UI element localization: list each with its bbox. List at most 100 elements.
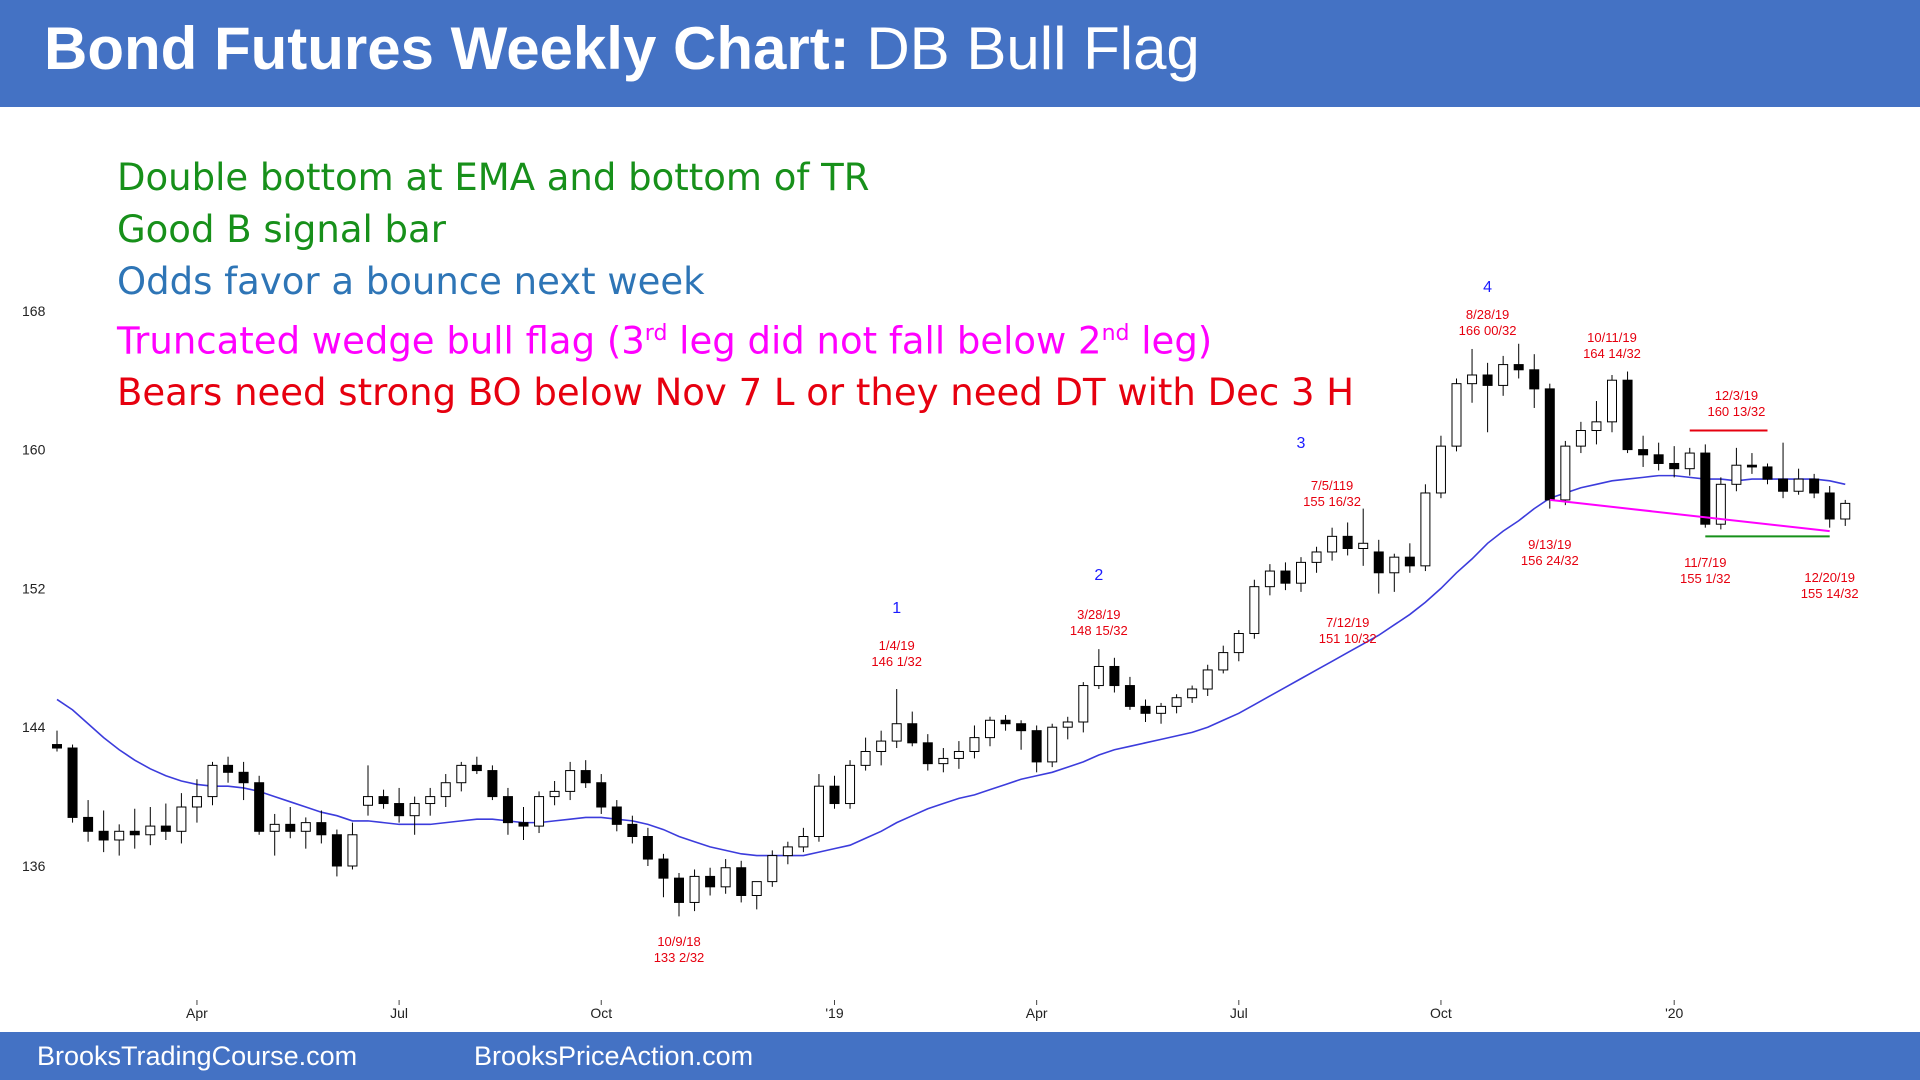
candle-body	[1233, 633, 1244, 654]
candle-body	[1575, 430, 1586, 447]
x-tick-label: '20	[1665, 1005, 1683, 1021]
candle	[378, 789, 389, 809]
candle-body	[565, 770, 576, 792]
title-bold: Bond Futures Weekly Chart:	[44, 15, 850, 82]
candle-body	[534, 796, 545, 827]
candle	[1669, 446, 1680, 478]
candle	[1373, 539, 1384, 594]
candle-body	[1171, 697, 1182, 707]
price-annotation-label: 10/11/19	[1587, 330, 1637, 345]
candle	[1731, 447, 1742, 492]
candle-body	[596, 782, 607, 808]
price-annotation-label: 9/13/19	[1528, 537, 1571, 552]
y-tick-label: 144	[22, 719, 46, 735]
candle-body	[1047, 726, 1058, 763]
candle	[549, 780, 560, 806]
candle-body	[1124, 685, 1135, 707]
candle	[953, 741, 964, 769]
candle-body	[1093, 665, 1104, 687]
candle	[207, 761, 218, 806]
candle-body	[83, 816, 94, 832]
candle	[1420, 484, 1431, 572]
candle	[160, 803, 171, 840]
candle-body	[316, 822, 327, 836]
y-tick-label: 168	[22, 303, 46, 319]
candle-body	[953, 750, 964, 759]
candle	[1249, 579, 1260, 639]
candle-body	[1793, 478, 1804, 492]
candle	[1824, 486, 1835, 528]
candle-body	[394, 803, 405, 817]
candle-body	[549, 790, 560, 798]
footer-left-link[interactable]: BrooksTradingCourse.com	[37, 1041, 358, 1071]
candle	[1715, 477, 1726, 530]
candle-body	[1031, 730, 1042, 763]
candle-body	[52, 744, 62, 749]
note-4: Truncated wedge bull flag (3rd leg did n…	[117, 308, 1354, 367]
candle	[440, 774, 451, 808]
candle	[674, 872, 684, 917]
candle	[1233, 630, 1244, 662]
candle	[129, 808, 140, 849]
candle	[1793, 468, 1804, 495]
candle-body	[907, 723, 918, 744]
candle	[565, 761, 576, 801]
candle	[176, 793, 187, 844]
candle	[316, 810, 327, 844]
candle	[1560, 440, 1571, 506]
candle	[1218, 645, 1229, 674]
candle	[580, 760, 591, 788]
candle-body	[1016, 723, 1027, 732]
candle-body	[1544, 388, 1555, 501]
candle-body	[471, 764, 482, 772]
footer-bar: BrooksTradingCourse.com BrooksPriceActio…	[0, 1032, 1920, 1080]
candle-body	[1715, 483, 1726, 525]
candle-body	[1513, 364, 1524, 371]
price-chart: 136 144 152 160 168 Apr Jul Oct '19 Apr Jul Oct '20 1…	[22, 279, 1859, 1021]
x-tick-label: Oct	[1430, 1005, 1452, 1021]
candle	[1575, 421, 1586, 454]
candle	[922, 734, 933, 771]
candle	[534, 791, 545, 834]
price-annotation-label: 155 14/32	[1801, 586, 1859, 601]
candle	[1187, 685, 1198, 703]
note-3: Odds favor a bounce next week	[117, 260, 705, 303]
candle-body	[1809, 478, 1820, 494]
candle	[1482, 362, 1493, 433]
candle-body	[1591, 421, 1602, 432]
x-tick-label: '19	[825, 1005, 843, 1021]
candle-body	[114, 830, 125, 841]
candle-body	[969, 737, 980, 752]
note-4-sup1: rd	[644, 321, 668, 346]
candle-body	[98, 830, 109, 841]
candle	[1016, 720, 1027, 750]
candle-body	[1109, 665, 1120, 687]
candle-body	[1669, 462, 1680, 470]
price-annotation-label: 133 2/32	[654, 950, 705, 965]
candle	[1435, 435, 1446, 499]
candle-body	[1062, 721, 1073, 728]
price-annotation-label: 1/4/19	[879, 638, 915, 653]
x-tick-label: Apr	[1026, 1005, 1048, 1021]
footer-right-link[interactable]: BrooksPriceAction.com	[474, 1041, 754, 1071]
candle-body	[1840, 502, 1851, 520]
candle-body	[145, 825, 156, 836]
candle	[1296, 557, 1306, 592]
price-annotation-label: 12/20/19	[1804, 570, 1855, 585]
candle	[487, 765, 498, 801]
candle	[52, 730, 62, 752]
candle-body	[1498, 364, 1509, 386]
title-rest: DB Bull Flag	[866, 15, 1200, 82]
candle-body	[223, 764, 234, 773]
candle-body	[456, 764, 467, 784]
candle	[1467, 348, 1478, 403]
note-4-post: leg)	[1129, 319, 1213, 363]
candle	[1342, 522, 1353, 556]
candle	[409, 796, 420, 835]
candle-body	[720, 867, 731, 888]
price-annotation-label: 146 1/32	[871, 654, 922, 669]
candle-body	[1373, 551, 1384, 574]
candle	[238, 761, 249, 801]
candle-body	[627, 823, 638, 838]
candle-body	[845, 764, 856, 805]
